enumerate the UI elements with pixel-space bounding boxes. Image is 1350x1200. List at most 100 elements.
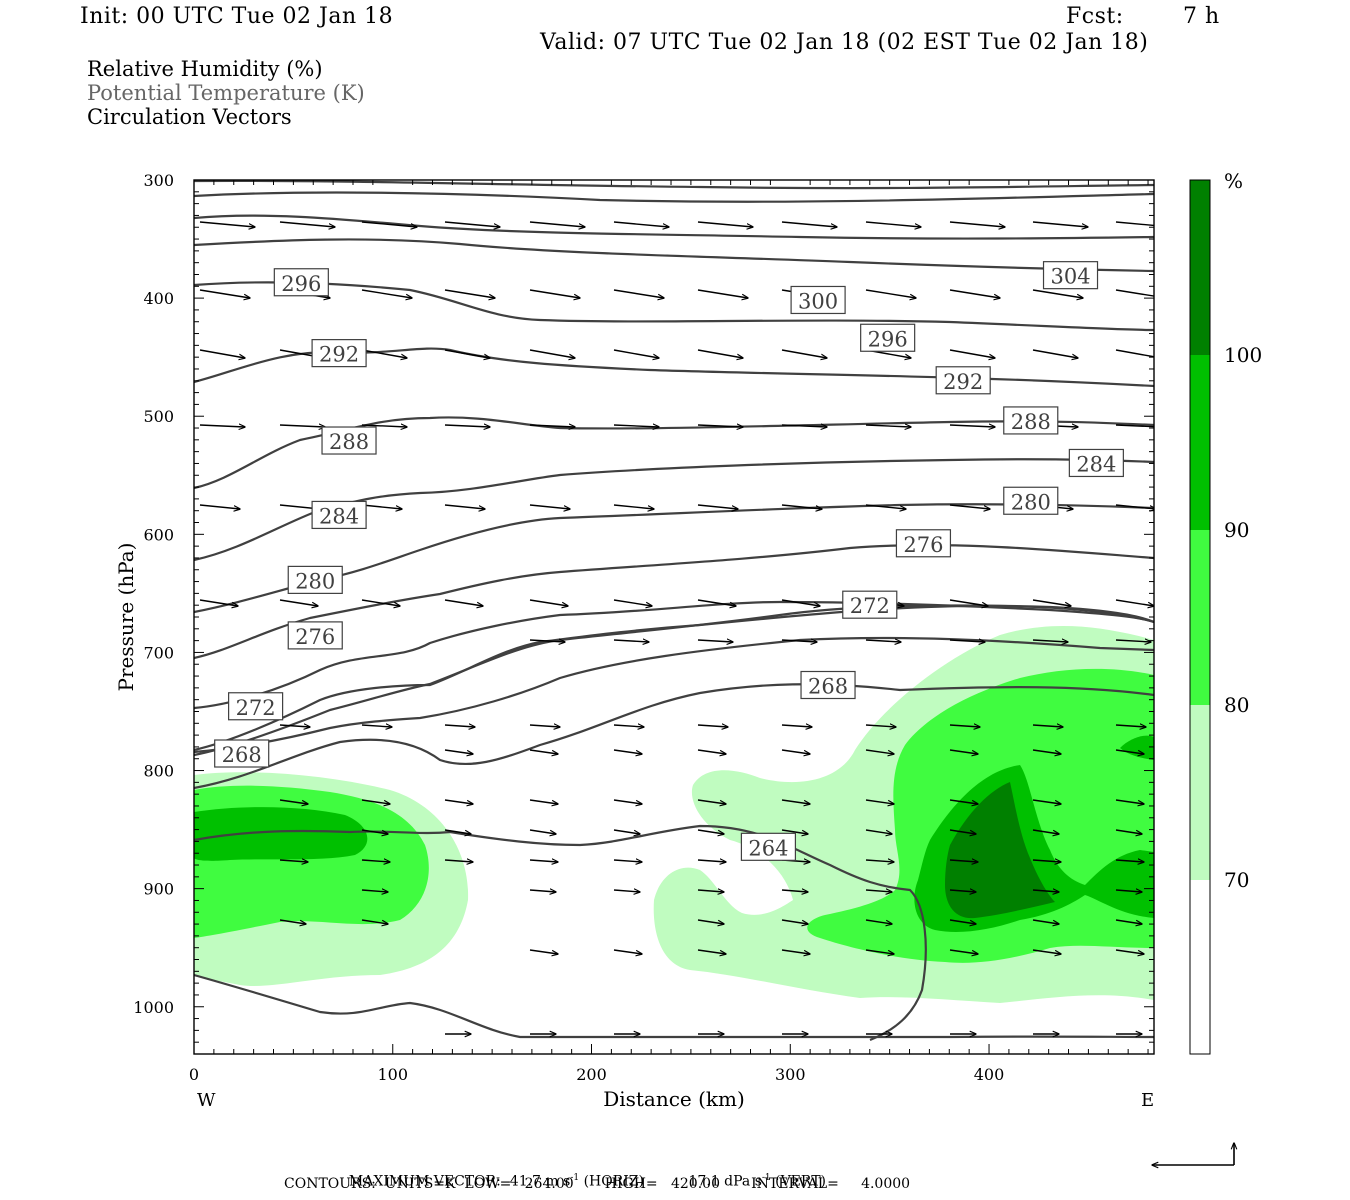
isentrope-label-box — [1042, 261, 1099, 290]
circulation-vector — [781, 829, 808, 834]
isentrope-line — [194, 416, 1154, 490]
isentrope-label-box — [311, 339, 367, 368]
circulation-vector — [865, 749, 894, 754]
circulation-vector — [613, 349, 659, 358]
circulation-vector — [1032, 799, 1061, 804]
circulation-vector — [1032, 829, 1059, 834]
circulation-vector — [613, 289, 664, 298]
circulation-vector — [1032, 919, 1059, 924]
circulation-vector — [949, 640, 985, 642]
isentrope-label: 304 — [1042, 261, 1099, 290]
isentrope-label-text: 292 — [319, 343, 359, 367]
circulation-vector — [865, 221, 921, 227]
colorbar-band-100 — [1190, 180, 1210, 355]
circulation-vector — [1115, 640, 1151, 642]
circulation-vector — [949, 425, 995, 427]
isentrope-line — [194, 636, 1154, 754]
isentrope-label: 280 — [1003, 486, 1059, 515]
circulation-vector — [697, 799, 726, 804]
circulation-vector — [444, 860, 473, 862]
isentrope-label: 292 — [935, 366, 991, 395]
contours-info: CONTOURS: UNITS=K LOW= 264.00 HIGH= 420.… — [284, 1176, 911, 1192]
colorbar-band-below — [1190, 880, 1210, 1054]
circulation-vector — [1115, 504, 1154, 509]
circulation-vector — [529, 640, 565, 642]
circulation-vector — [949, 504, 990, 509]
isentrope-label: 284 — [311, 500, 367, 530]
isentrope-label-text: 272 — [236, 696, 276, 720]
colorbar: % 100 90 80 70 — [1189, 169, 1262, 1055]
x-axis-title: Distance (km) — [603, 1087, 745, 1111]
y-axis-title: Pressure (hPa) — [114, 543, 138, 692]
circulation-vector — [949, 349, 995, 358]
circulation-vector — [529, 504, 570, 509]
circulation-vector — [697, 829, 724, 834]
x-tick-label: 0 — [189, 1065, 199, 1084]
circulation-vector — [444, 349, 490, 358]
isentrope-line — [194, 973, 1154, 1039]
isentrope-label-box — [228, 692, 284, 721]
circulation-vector — [949, 860, 978, 862]
circulation-vector — [279, 799, 308, 804]
reference-vector — [1152, 1143, 1234, 1165]
circulation-vector — [613, 504, 654, 509]
circulation-vector — [529, 725, 560, 727]
y-tick-label: 400 — [143, 289, 174, 308]
isentrope-label-box — [800, 670, 856, 700]
isentrope-line — [194, 281, 1154, 332]
y-tick-label: 500 — [143, 407, 174, 426]
circulation-vector — [1032, 949, 1061, 954]
valid-time: Valid: 07 UTC Tue 02 Jan 18 (02 EST Tue … — [540, 30, 1149, 55]
circulation-vector — [279, 725, 310, 727]
y-tick-label: 1000 — [133, 998, 174, 1017]
y-tick-label: 600 — [143, 525, 174, 544]
circulation-vector — [1115, 890, 1142, 892]
isentrope-label: 284 — [1068, 448, 1124, 478]
circulation-vector — [361, 221, 417, 227]
circulation-vector — [613, 599, 652, 606]
circulation-vector — [781, 349, 827, 358]
circulation-vector — [781, 425, 827, 427]
colorbar-level-100: 100 — [1224, 343, 1262, 367]
circulation-vector — [444, 221, 500, 227]
isentrope-label: 276 — [895, 529, 952, 558]
x-axis-west-label: W — [197, 1090, 216, 1111]
isentrope-label-text: 280 — [295, 569, 335, 593]
circulation-vector — [1032, 221, 1088, 227]
circulation-vector — [781, 799, 810, 804]
isentrope-label-box — [935, 366, 991, 395]
x-tick-label: 200 — [576, 1065, 607, 1084]
forecast-label: Fcst: — [1066, 4, 1124, 29]
circulation-vector — [781, 890, 808, 892]
circulation-vector — [697, 890, 724, 892]
circulation-vector — [279, 599, 318, 606]
isentrope-line — [194, 683, 1154, 790]
circulation-vector — [529, 749, 558, 754]
circulation-vector — [697, 725, 728, 727]
circulation-vector — [781, 504, 822, 509]
circulation-vector — [613, 749, 642, 754]
circulation-vector — [529, 289, 580, 298]
isentrope-label-text: 264 — [748, 836, 788, 860]
colorbar-band-70 — [1190, 705, 1210, 880]
isentrope-label: 280 — [287, 565, 343, 594]
circulation-vector — [613, 425, 659, 427]
max-vector-vertical: 17.1 dPa s — [688, 1173, 762, 1190]
isentrope-line — [194, 238, 1154, 273]
x-axis-east-label: E — [1141, 1090, 1154, 1111]
circulation-vector — [613, 640, 649, 642]
circulation-vector — [865, 799, 894, 804]
circulation-vector — [781, 949, 810, 954]
circulation-vector — [361, 890, 388, 892]
circulation-vector — [279, 919, 306, 924]
circulation-vector — [444, 599, 483, 606]
circulation-vector — [949, 949, 978, 954]
circulation-vector — [865, 725, 896, 727]
circulation-vector — [361, 799, 390, 804]
y-tick-label: 700 — [143, 643, 174, 662]
rh90-west-region — [194, 807, 368, 861]
circulation-vector — [361, 829, 388, 834]
isentrope-label-box — [1003, 406, 1059, 435]
circulation-vector — [199, 599, 238, 606]
